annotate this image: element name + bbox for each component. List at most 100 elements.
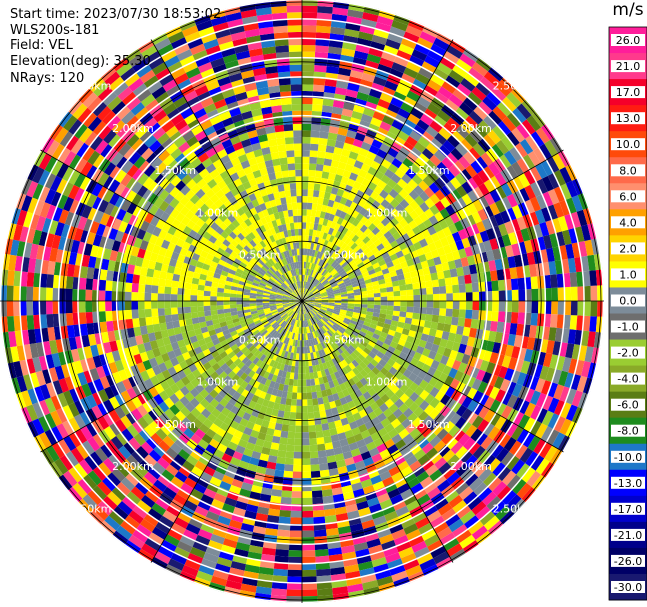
velocity-cell [256, 87, 270, 96]
velocity-cell [302, 299, 309, 301]
velocity-cell [170, 301, 178, 308]
velocity-cell [280, 244, 286, 252]
velocity-cell [298, 288, 301, 295]
velocity-cell [164, 55, 180, 68]
velocity-cell [313, 250, 319, 258]
velocity-cell [85, 278, 94, 290]
velocity-cell [150, 157, 163, 170]
velocity-cell [293, 464, 302, 472]
velocity-cell [210, 260, 219, 269]
velocity-cell [506, 193, 518, 208]
velocity-cell [196, 20, 213, 32]
velocity-cell [248, 215, 257, 224]
velocity-cell [21, 195, 33, 212]
velocity-cell [194, 247, 203, 256]
velocity-cell [314, 236, 319, 244]
velocity-cell [331, 270, 338, 277]
velocity-cell [213, 272, 221, 279]
velocity-cell [170, 287, 178, 295]
velocity-cell [200, 183, 212, 194]
velocity-cell [110, 205, 121, 219]
velocity-cell [144, 292, 152, 301]
velocity-cell [467, 67, 484, 82]
velocity-cell [349, 201, 358, 211]
velocity-cell [359, 79, 374, 89]
velocity-cell [191, 223, 202, 234]
velocity-cell [289, 296, 296, 299]
velocity-cell [421, 147, 434, 160]
velocity-cell [516, 103, 532, 120]
velocity-cell [197, 152, 210, 163]
velocity-cell [506, 131, 520, 147]
velocity-cell [205, 80, 220, 92]
velocity-cell [286, 203, 293, 211]
velocity-cell [302, 189, 308, 197]
velocity-cell [501, 182, 513, 197]
velocity-cell [481, 218, 492, 231]
velocity-cell [178, 124, 192, 137]
velocity-cell [414, 205, 425, 217]
velocity-cell [424, 235, 434, 245]
velocity-cell [136, 228, 147, 240]
velocity-cell [294, 366, 299, 374]
velocity-cell [313, 271, 319, 279]
velocity-cell [321, 298, 329, 300]
velocity-cell [267, 279, 275, 285]
velocity-cell [398, 162, 410, 174]
velocity-cell [284, 280, 290, 287]
velocity-cell [311, 270, 316, 278]
velocity-cell [430, 43, 447, 57]
velocity-cell [199, 203, 210, 214]
velocity-cell [313, 509, 325, 518]
velocity-cell [376, 213, 386, 223]
velocity-cell [302, 38, 316, 46]
velocity-cell [309, 143, 319, 151]
velocity-cell [302, 497, 313, 505]
velocity-cell [64, 211, 76, 226]
velocity-cell [327, 276, 334, 282]
velocity-cell [355, 212, 364, 222]
velocity-cell [137, 292, 145, 301]
velocity-cell [344, 266, 352, 273]
velocity-cell [214, 28, 231, 39]
velocity-cell [255, 155, 265, 164]
velocity-cell [311, 490, 323, 498]
velocity-cell [271, 12, 288, 21]
velocity-cell [438, 278, 446, 287]
velocity-cell [309, 284, 314, 291]
velocity-cell [203, 295, 211, 301]
velocity-cell [282, 282, 289, 288]
velocity-cell [164, 204, 175, 216]
velocity-cell [283, 183, 291, 191]
velocity-cell [374, 296, 381, 301]
velocity-cell [309, 438, 318, 446]
velocity-cell [289, 262, 294, 270]
velocity-cell [308, 262, 313, 270]
velocity-cell [455, 58, 472, 73]
velocity-cell [39, 301, 47, 315]
velocity-cell [325, 205, 333, 214]
velocity-cell [314, 293, 321, 297]
velocity-cell [353, 291, 361, 296]
velocity-cell [387, 147, 399, 158]
velocity-cell [366, 285, 374, 291]
velocity-cell [107, 96, 122, 111]
velocity-cell [505, 207, 517, 222]
velocity-cell [388, 188, 399, 199]
velocity-cell [367, 166, 378, 176]
velocity-cell [237, 264, 246, 272]
velocity-cell [436, 270, 445, 280]
velocity-cell [252, 266, 260, 273]
velocity-cell [393, 136, 406, 147]
velocity-cell [196, 301, 204, 307]
velocity-cell [97, 186, 109, 200]
velocity-cell [313, 183, 321, 191]
velocity-cell [224, 262, 232, 269]
velocity-cell [177, 78, 192, 91]
velocity-cell [177, 307, 185, 315]
velocity-cell [370, 276, 379, 283]
velocity-cell [439, 185, 451, 197]
velocity-cell [368, 214, 377, 223]
velocity-cell [257, 286, 265, 291]
velocity-cell [398, 218, 409, 228]
